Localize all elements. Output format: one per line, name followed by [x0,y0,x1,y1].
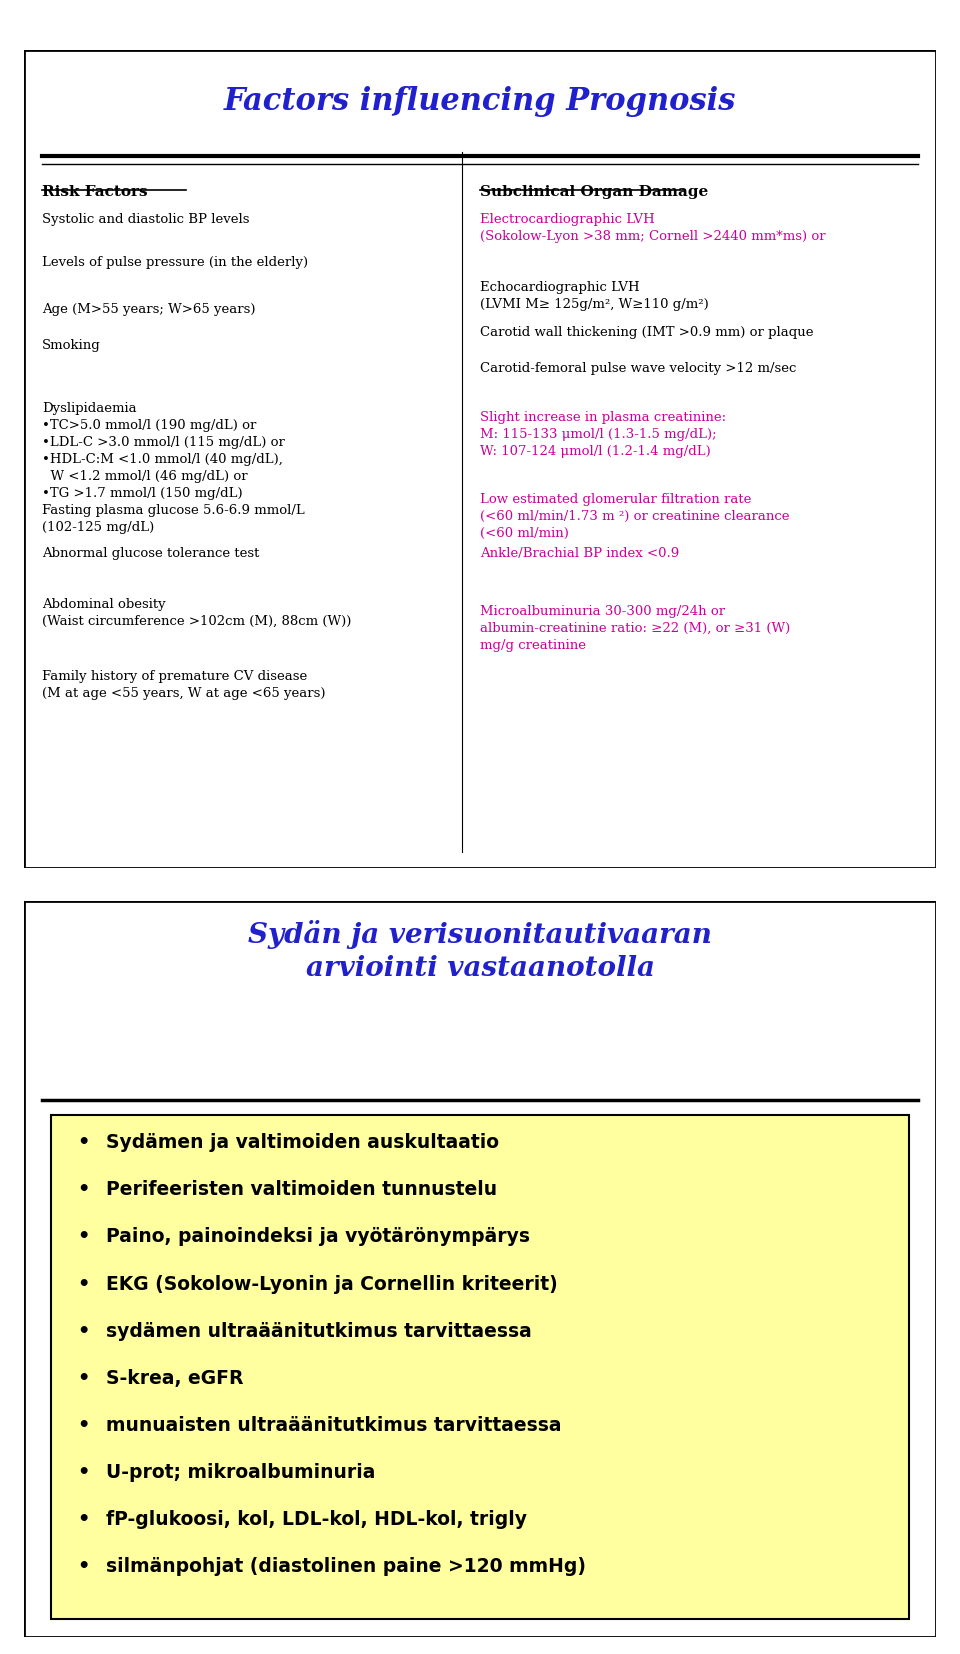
Text: Carotid wall thickening (IMT >0.9 mm) or plaque: Carotid wall thickening (IMT >0.9 mm) or… [480,326,813,339]
Text: •: • [77,1133,89,1153]
Text: •: • [77,1322,89,1341]
Text: Smoking: Smoking [42,339,101,352]
Text: Abnormal glucose tolerance test: Abnormal glucose tolerance test [42,547,259,561]
Text: S-krea, eGFR: S-krea, eGFR [106,1370,244,1388]
Text: Abdominal obesity
(Waist circumference >102cm (M), 88cm (W)): Abdominal obesity (Waist circumference >… [42,599,351,629]
Text: Sydämen ja valtimoiden auskultaatio: Sydämen ja valtimoiden auskultaatio [106,1133,499,1153]
Text: •: • [77,1464,89,1482]
Text: Ankle/Brachial BP index <0.9: Ankle/Brachial BP index <0.9 [480,547,680,561]
Text: silmänpohjat (diastolinen paine >120 mmHg): silmänpohjat (diastolinen paine >120 mmH… [106,1556,586,1576]
Text: Low estimated glomerular filtration rate
(<60 ml/min/1.73 m ²) or creatinine cle: Low estimated glomerular filtration rate… [480,493,789,541]
Text: U-prot; mikroalbuminuria: U-prot; mikroalbuminuria [106,1464,375,1482]
Text: Microalbuminuria 30-300 mg/24h or
albumin-creatinine ratio: ≥22 (M), or ≥31 (W)
: Microalbuminuria 30-300 mg/24h or albumi… [480,605,790,652]
FancyBboxPatch shape [24,50,936,868]
Text: Slight increase in plasma creatinine:
M: 115-133 μmol/l (1.3-1.5 mg/dL);
W: 107-: Slight increase in plasma creatinine: M:… [480,412,726,458]
Text: •: • [77,1556,89,1576]
Text: EKG (Sokolow-Lyonin ja Cornellin kriteerit): EKG (Sokolow-Lyonin ja Cornellin kriteer… [106,1275,558,1293]
Text: •: • [77,1370,89,1388]
Text: Age (M>55 years; W>65 years): Age (M>55 years; W>65 years) [42,303,255,316]
Text: Family history of premature CV disease
(M at age <55 years, W at age <65 years): Family history of premature CV disease (… [42,670,325,700]
Text: Systolic and diastolic BP levels: Systolic and diastolic BP levels [42,213,250,227]
Text: Electrocardiographic LVH
(Sokolow-Lyon >38 mm; Cornell >2440 mm*ms) or: Electrocardiographic LVH (Sokolow-Lyon >… [480,213,826,243]
Text: fP-glukoosi, kol, LDL-kol, HDL-kol, trigly: fP-glukoosi, kol, LDL-kol, HDL-kol, trig… [106,1510,527,1530]
Text: Dyslipidaemia
•TC>5.0 mmol/l (190 mg/dL) or
•LDL-C >3.0 mmol/l (115 mg/dL) or
•H: Dyslipidaemia •TC>5.0 mmol/l (190 mg/dL)… [42,402,285,500]
Text: Echocardiographic LVH
(LVMI M≥ 125g/m², W≥110 g/m²): Echocardiographic LVH (LVMI M≥ 125g/m², … [480,281,708,311]
FancyBboxPatch shape [52,1115,908,1619]
Text: Factors influencing Prognosis: Factors influencing Prognosis [224,86,736,117]
Text: •: • [77,1227,89,1247]
Text: sydämen ultraäänitutkimus tarvittaessa: sydämen ultraäänitutkimus tarvittaessa [106,1322,532,1341]
Text: Risk Factors: Risk Factors [42,185,148,198]
Text: Perifeeristen valtimoiden tunnustelu: Perifeeristen valtimoiden tunnustelu [106,1181,497,1199]
Text: •: • [77,1510,89,1530]
Text: Levels of pulse pressure (in the elderly): Levels of pulse pressure (in the elderly… [42,256,308,270]
Text: •: • [77,1275,89,1293]
Text: •: • [77,1181,89,1199]
Text: Fasting plasma glucose 5.6-6.9 mmol/L
(102-125 mg/dL): Fasting plasma glucose 5.6-6.9 mmol/L (1… [42,504,305,534]
Text: Sydän ja verisuonitautivaaran
arviointi vastaanotolla: Sydän ja verisuonitautivaaran arviointi … [248,920,712,982]
Text: munuaisten ultraäänitutkimus tarvittaessa: munuaisten ultraäänitutkimus tarvittaess… [106,1416,562,1436]
Text: Subclinical Organ Damage: Subclinical Organ Damage [480,185,708,198]
Text: Carotid-femoral pulse wave velocity >12 m/sec: Carotid-femoral pulse wave velocity >12 … [480,362,797,375]
Text: •: • [77,1416,89,1436]
FancyBboxPatch shape [24,901,936,1637]
Text: Paino, painoindeksi ja vyötärönympärys: Paino, painoindeksi ja vyötärönympärys [106,1227,530,1247]
